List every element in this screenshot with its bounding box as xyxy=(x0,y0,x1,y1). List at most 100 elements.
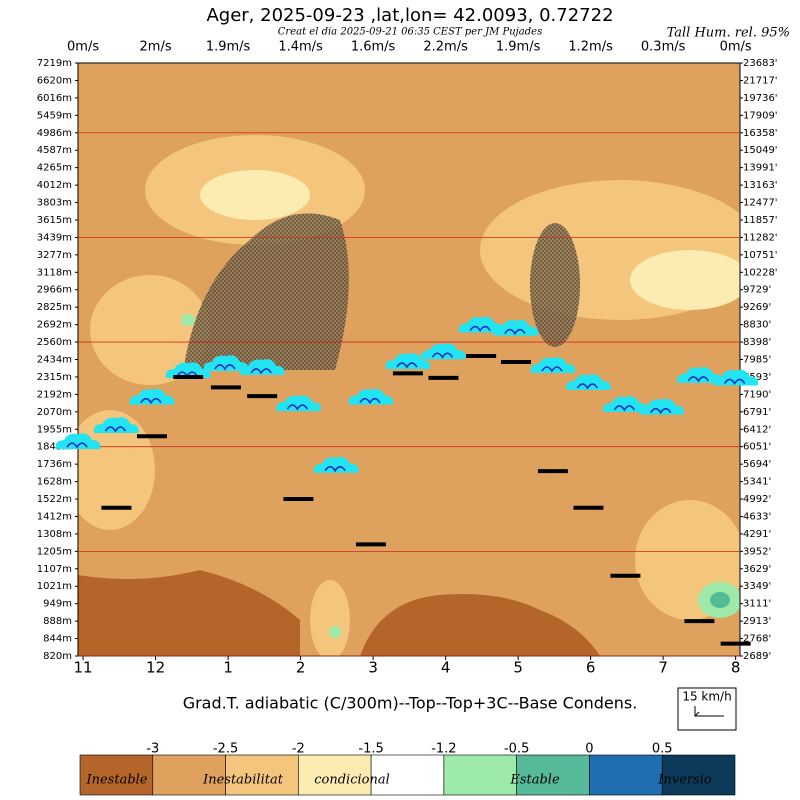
y2-tick-label: 10228' xyxy=(743,267,778,278)
y2-tick-label: 10751' xyxy=(743,250,778,261)
y2-tick-label: 3629' xyxy=(743,564,771,575)
y2-tick-label: 6412' xyxy=(743,424,771,435)
cloud xyxy=(677,367,722,383)
chart-subtitle: Creat el dia 2025-09-21 06:35 CEST per J… xyxy=(278,27,542,38)
colorbar-label: Inestabilitat xyxy=(202,773,284,788)
legend-label: 15 km/h xyxy=(682,690,731,704)
y2-tick-label: 2689' xyxy=(743,651,771,662)
colorbar-cell xyxy=(516,754,590,796)
y2-tick-label: 13163' xyxy=(743,180,778,191)
cloud-symbol xyxy=(576,383,599,390)
y-tick-label: 1021m xyxy=(37,581,72,592)
y2-tick-label: 5694' xyxy=(743,459,771,470)
top-wind-label: 1.6m/s xyxy=(351,40,396,55)
background-field xyxy=(78,63,740,656)
y2-tick-label: 7190' xyxy=(743,389,771,400)
cloud xyxy=(313,456,359,473)
colorbar-cell xyxy=(152,754,226,796)
y-tick-label: 820m xyxy=(43,651,72,662)
cloud xyxy=(203,355,249,371)
y2-tick-label: 8830' xyxy=(743,320,771,331)
y-tick-label: 1308m xyxy=(37,529,72,540)
x-tick-label: 11 xyxy=(74,659,93,677)
y2-tick-label: 4992' xyxy=(743,494,771,505)
y-tick-label: 2692m xyxy=(37,320,72,331)
top-wind-label: 2.2m/s xyxy=(423,40,468,55)
colorbar-label: condicional xyxy=(314,773,390,788)
cloud xyxy=(55,433,101,450)
x-axis-label: Grad.T. adiabatic (C/300m)--Top--Top+3C-… xyxy=(183,694,638,713)
cloud-symbol xyxy=(541,366,563,373)
colorbar-label: Estable xyxy=(509,773,560,788)
y2-tick-label: 21717' xyxy=(743,75,778,86)
y-tick-label: 2966m xyxy=(37,285,72,296)
cloud-symbol xyxy=(650,407,672,415)
colorbar-cell xyxy=(79,754,154,796)
cloud-symbol xyxy=(286,404,309,411)
y-tick-label: 1736m xyxy=(37,459,72,470)
colorbar-tick-label: -2.5 xyxy=(213,742,238,757)
chart-title: Ager, 2025-09-23 ,lat,lon= 42.0093, 0.72… xyxy=(206,5,613,26)
cloud-symbol xyxy=(723,378,746,385)
y-tick-label: 4012m xyxy=(37,180,72,191)
y-tick-label: 3803m xyxy=(37,198,72,209)
cloud xyxy=(421,343,466,360)
y-tick-label: 2560m xyxy=(37,337,72,348)
y2-tick-label: 3952' xyxy=(743,546,771,557)
y2-tick-label: 12477' xyxy=(743,198,778,209)
y-tick-label: 1845m xyxy=(37,442,72,453)
cloud-symbol xyxy=(613,405,636,412)
y2-tick-label: 23683' xyxy=(743,58,778,69)
cloud xyxy=(458,316,504,333)
cloud xyxy=(639,398,685,415)
cloud xyxy=(603,396,648,412)
y2-tick-label: 9729' xyxy=(743,285,771,296)
colorbar-cell xyxy=(443,754,517,796)
y-tick-label: 844m xyxy=(43,634,72,645)
x-tick-label: 4 xyxy=(441,659,451,677)
y-tick-label: 1412m xyxy=(37,511,72,522)
colorbar-tick-label: 0 xyxy=(585,742,593,757)
cloud-symbol xyxy=(104,426,127,433)
cloud xyxy=(94,417,139,434)
y2-tick-label: 2768' xyxy=(743,634,771,645)
y-tick-label: 3615m xyxy=(37,215,72,226)
cloud-symbol xyxy=(396,362,418,369)
top-wind-label: 0m/s xyxy=(67,40,99,55)
top-wind-label: 1.2m/s xyxy=(568,40,613,55)
colorbar-cell xyxy=(370,754,445,796)
y2-tick-label: 8398' xyxy=(743,337,771,348)
y-tick-label: 2825m xyxy=(37,302,72,313)
colorbar-cell xyxy=(589,754,663,796)
y2-tick-label: 11282' xyxy=(743,232,778,243)
y-tick-label: 2315m xyxy=(37,372,72,383)
y-tick-label: 949m xyxy=(43,599,72,610)
x-tick-label: 8 xyxy=(731,659,741,677)
cloud xyxy=(348,388,394,405)
y-tick-label: 4587m xyxy=(37,145,72,156)
y2-tick-label: 9269' xyxy=(743,302,771,313)
y-tick-label: 3118m xyxy=(37,267,72,278)
x-tick-label: 2 xyxy=(296,659,306,677)
top-wind-label: 0m/s xyxy=(720,40,752,55)
y2-tick-label: 7593' xyxy=(743,372,771,383)
y-tick-label: 3439m xyxy=(37,232,72,243)
x-tick-label: 7 xyxy=(658,659,668,677)
y-tick-label: 6620m xyxy=(37,75,72,86)
colorbar-tick-label: -1.2 xyxy=(431,742,456,757)
y2-tick-label: 4291' xyxy=(743,529,771,540)
colorbar-tick-label: -0.5 xyxy=(504,742,529,757)
cloud-symbol xyxy=(687,376,710,383)
y-tick-label: 1205m xyxy=(37,546,72,557)
y-tick-label: 7219m xyxy=(37,58,72,69)
y2-tick-label: 15049' xyxy=(743,145,778,156)
cloud xyxy=(239,359,285,375)
colorbar-tick-label: -3 xyxy=(146,742,159,757)
y2-tick-label: 6051' xyxy=(743,442,771,453)
cloud-symbol xyxy=(140,397,162,405)
colorbar-label: Inestable xyxy=(85,773,147,788)
top-wind-label: 1.4m/s xyxy=(278,40,323,55)
y2-tick-label: 2913' xyxy=(743,616,771,627)
y-tick-label: 1955m xyxy=(37,424,72,435)
cloud xyxy=(385,353,431,370)
